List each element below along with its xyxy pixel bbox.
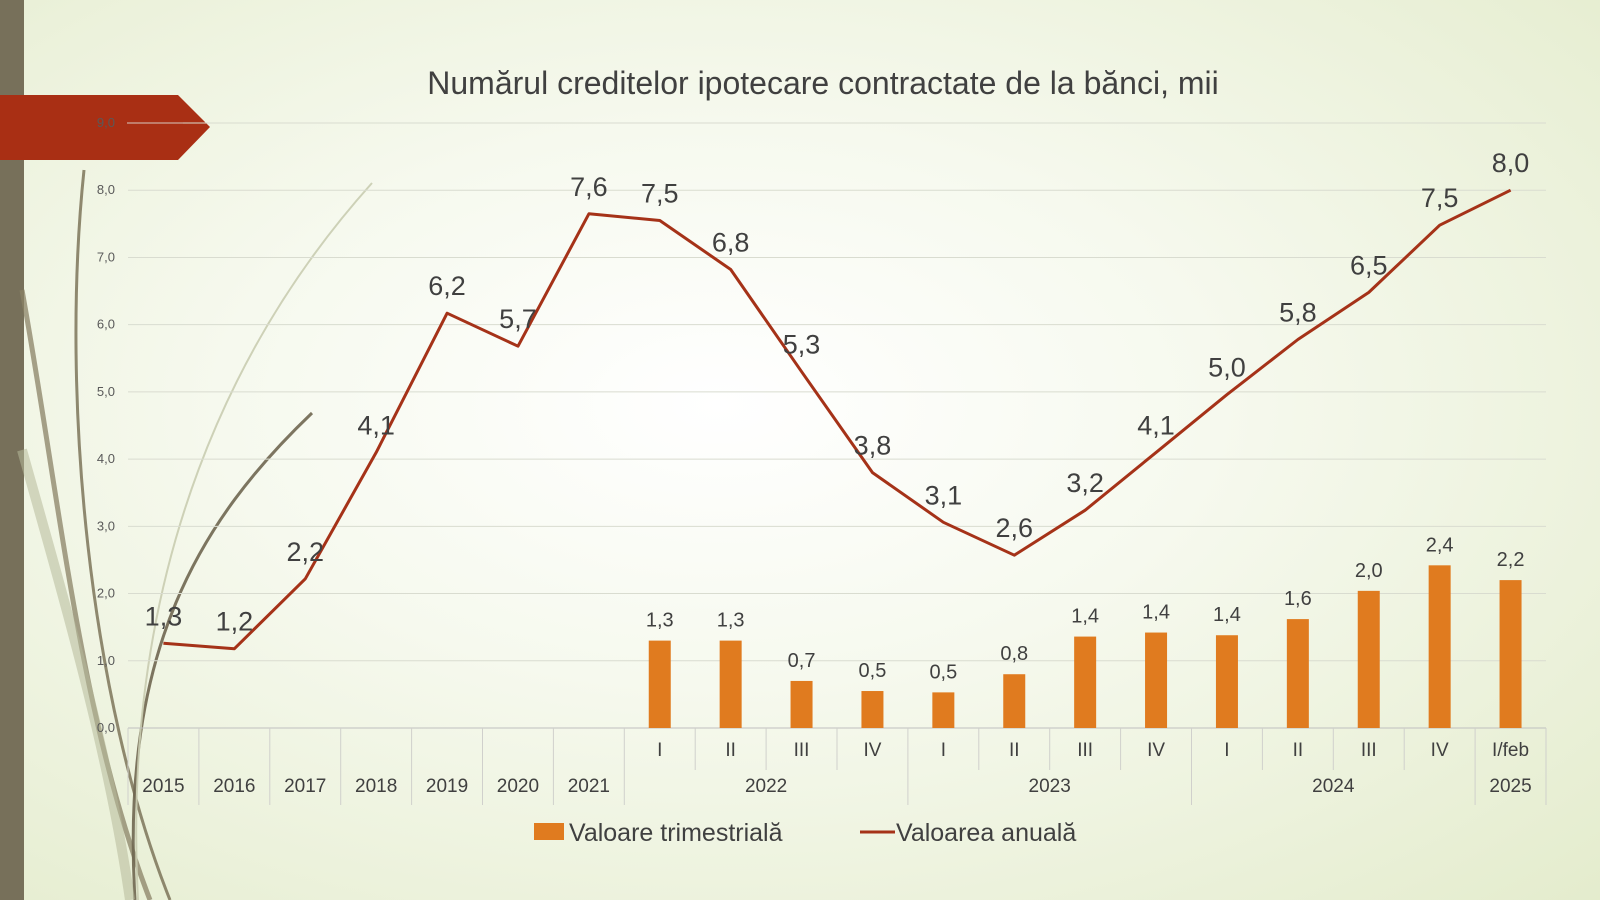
y-tick-label: 5,0: [97, 384, 115, 399]
line-value-label: 2,2: [286, 537, 324, 567]
bar: [861, 691, 884, 728]
line-value-label: 7,6: [570, 172, 608, 202]
line-series: [163, 188, 1512, 651]
y-tick-label: 8,0: [97, 182, 115, 197]
bar-value-label: 2,0: [1355, 560, 1383, 582]
bar: [1286, 619, 1309, 728]
accent-arrow: [0, 95, 210, 160]
bar: [1499, 580, 1522, 728]
line-value-label: 2,6: [995, 513, 1033, 543]
bar-value-label: 1,6: [1284, 588, 1312, 610]
line-value-label: 8,0: [1492, 148, 1530, 178]
x-sub-label: I: [941, 740, 946, 761]
x-group-label: 2024: [1312, 776, 1355, 797]
bar: [790, 680, 813, 728]
bar: [1074, 636, 1097, 728]
bar-value-label: 1,3: [717, 610, 745, 632]
x-group-label: 2016: [213, 776, 255, 797]
bar-value-label: 2,2: [1497, 549, 1525, 571]
bar: [1215, 635, 1238, 728]
bar: [1003, 674, 1026, 728]
x-sub-label: II: [725, 740, 736, 761]
bar-value-label: 1,4: [1213, 604, 1241, 626]
line-value-label: 7,5: [641, 178, 679, 208]
x-sub-label: IV: [863, 740, 881, 761]
line-value-label: 5,0: [1208, 353, 1246, 383]
y-axis-ticks: 0,0 1,0 2,0 3,0 4,0 5,0 6,0 7,0 8,0 9,0: [97, 115, 115, 735]
x-sub-label: II: [1009, 740, 1020, 761]
x-group-label: 2015: [142, 776, 184, 797]
line-value-label: 4,1: [1137, 410, 1175, 440]
line-value-label: 1,3: [145, 601, 183, 631]
x-group-label: 2025: [1489, 776, 1531, 797]
y-tick-label: 2,0: [97, 586, 115, 601]
y-tick-label: 4,0: [97, 451, 115, 466]
x-group-label: 2018: [355, 776, 397, 797]
legend: Valoare trimestrială Valoarea anuală: [534, 819, 1076, 847]
x-sub-label: I: [1224, 740, 1229, 761]
x-sub-label: III: [794, 740, 810, 761]
bar-value-label: 1,4: [1142, 602, 1170, 624]
x-sub-label: II: [1293, 740, 1304, 761]
bar-value-label: 0,5: [859, 660, 887, 682]
bar-value-label: 0,7: [788, 650, 816, 672]
legend-label-bar: Valoare trimestrială: [569, 819, 783, 847]
y-tick-label: 0,0: [97, 720, 115, 735]
bar-value-label: 2,4: [1426, 534, 1454, 556]
x-group-label: 2020: [497, 776, 539, 797]
line-value-label: 6,2: [428, 271, 466, 301]
line-value-label: 5,8: [1279, 297, 1317, 327]
bar: [1357, 590, 1380, 728]
bar: [648, 640, 671, 728]
bar-value-label: 0,5: [929, 661, 957, 683]
gridlines: [127, 122, 1546, 729]
line-value-label: 5,7: [499, 304, 537, 334]
bar: [1428, 565, 1451, 728]
x-sub-label: I/feb: [1492, 740, 1529, 761]
bar: [719, 640, 742, 728]
line-path: [163, 188, 1512, 651]
chart-title: Numărul creditelor ipotecare contractate…: [427, 65, 1218, 101]
x-sub-label: I: [657, 740, 662, 761]
line-value-label: 4,1: [357, 410, 395, 440]
line-value-label: 3,8: [854, 431, 892, 461]
x-sub-label: III: [1077, 740, 1093, 761]
bar-value-label: 0,8: [1000, 643, 1028, 665]
line-value-label: 3,2: [1066, 468, 1104, 498]
bar-value-label: 1,4: [1071, 606, 1099, 628]
y-tick-label: 9,0: [97, 115, 115, 130]
y-tick-label: 3,0: [97, 518, 115, 533]
line-value-label: 5,3: [783, 330, 821, 360]
legend-label-line: Valoarea anuală: [896, 819, 1076, 847]
bar-series: [648, 565, 1522, 728]
x-group-label: 2023: [1029, 776, 1071, 797]
x-group-label: 2021: [568, 776, 610, 797]
x-group-label: 2017: [284, 776, 326, 797]
bar: [932, 692, 955, 728]
x-group-label: 2019: [426, 776, 468, 797]
x-sub-label: III: [1361, 740, 1377, 761]
data-labels: 1,3 1,3 0,7 0,5 0,5 0,8 1,4 1,4 1,4 1,6 2,0 2,4 2,2 1…: [145, 148, 1530, 683]
x-sub-label: IV: [1431, 740, 1449, 761]
line-value-label: 6,8: [712, 228, 750, 258]
legend-swatch-bar: [534, 823, 564, 840]
bar: [1145, 632, 1168, 728]
x-group-label: 2022: [745, 776, 787, 797]
line-value-label: 6,5: [1350, 250, 1388, 280]
y-tick-label: 6,0: [97, 317, 115, 332]
y-tick-label: 1,0: [97, 653, 115, 668]
line-value-label: 7,5: [1421, 183, 1459, 213]
line-value-label: 3,1: [925, 480, 963, 510]
x-sub-label: IV: [1147, 740, 1165, 761]
line-value-label: 1,2: [216, 607, 254, 637]
bar-value-label: 1,3: [646, 610, 674, 632]
y-tick-label: 7,0: [97, 249, 115, 264]
